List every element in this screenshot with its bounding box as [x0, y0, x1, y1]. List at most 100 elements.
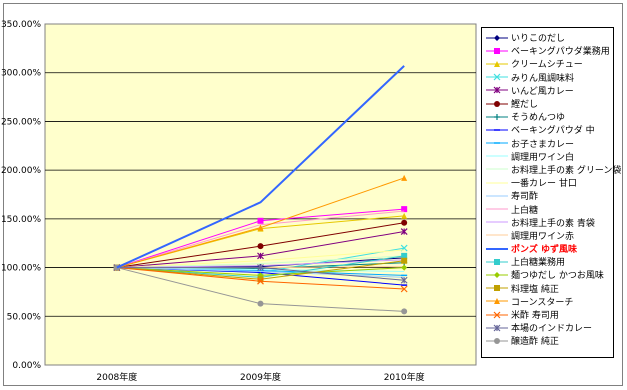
legend-label: 麺つゆだし かつお風味 [511, 271, 604, 282]
legend-label: 米酢 寿司用 [511, 311, 559, 322]
legend-key [486, 285, 508, 292]
data-point [401, 212, 408, 219]
data-point [401, 206, 408, 213]
series-line [116, 65, 405, 269]
y-tick-label: 50.00% [7, 312, 42, 322]
legend-key [486, 155, 508, 157]
legend-item: 醸造酢 純正 [482, 334, 613, 347]
legend-item: 麺つゆだし かつお風味 [482, 268, 613, 281]
legend-item: 本場のインドカレー [482, 321, 613, 334]
series-line [116, 255, 405, 269]
legend-label: お料理上手の素 グリーン袋 [511, 165, 622, 176]
legend-label: 鰹だし [511, 100, 539, 111]
legend-label: ポンズ ゆず風味 [511, 245, 577, 256]
legend-item: 調理用ワイン赤 [482, 229, 613, 242]
legend-key [486, 60, 508, 67]
legend-label: 本場のインドカレー [511, 324, 593, 335]
legend-key-marker [493, 86, 501, 94]
y-tick-label: 0.00% [12, 361, 41, 371]
x-tick-label: 2010年度 [384, 371, 425, 383]
legend-label: ベーキングパウダ業務用 [511, 47, 610, 58]
legend-item: 鰹だし [482, 97, 613, 110]
legend-key [486, 100, 508, 107]
data-point [401, 219, 408, 226]
legend-key [486, 247, 508, 250]
y-tick-label: 350.00% [1, 20, 41, 30]
series-line [116, 249, 405, 269]
data-point [401, 308, 408, 315]
legend-item: お子さまカレー [482, 137, 613, 150]
legend-item: コーンスターチ [482, 295, 613, 308]
data-point [400, 285, 408, 293]
data-point [401, 252, 408, 259]
legend-item: 料理塩 純正 [482, 282, 613, 295]
legend-item: いりこのだし [482, 31, 613, 44]
legend-key-marker [494, 337, 500, 344]
y-tick-label: 150.00% [1, 215, 41, 225]
legend-label: いりこのだし [511, 34, 566, 45]
legend-label: ベーキングパウダ 中 [511, 126, 595, 137]
data-point [257, 243, 264, 250]
legend-item: ポンズ ゆず風味 [482, 242, 613, 255]
legend-key-marker [494, 34, 500, 41]
legend-key [486, 271, 508, 278]
legend-label: 一番カレー 甘口 [511, 179, 577, 190]
legend-key [486, 195, 508, 197]
data-point [400, 228, 408, 235]
legend-item: ベーキングパウダ 中 [482, 123, 613, 136]
legend-key [486, 337, 508, 344]
legend-item: お料理上手の素 グリーン袋 [482, 163, 621, 176]
legend-label: コーンスターチ [511, 297, 574, 308]
legend-key [486, 298, 508, 305]
legend-key [486, 221, 508, 223]
legend-key-marker [494, 47, 500, 54]
x-tick-label: 2009年度 [240, 371, 281, 383]
series-17 [116, 65, 405, 269]
legend-label: クリームシチュー [511, 60, 583, 71]
legend-label: 料理塩 純正 [511, 284, 559, 295]
legend-item: みりん風調味料 [482, 71, 613, 84]
legend-label: お子さまカレー [511, 139, 575, 150]
legend-key [486, 258, 508, 265]
legend-key [486, 182, 508, 184]
data-point [401, 257, 408, 264]
legend-item: 寿司酢 [482, 189, 613, 202]
legend-key-marker [494, 298, 500, 305]
plot-area [44, 23, 477, 366]
series-12 [116, 249, 405, 269]
legend-key-marker [494, 285, 500, 292]
data-point [257, 264, 264, 271]
legend-key [486, 142, 508, 144]
legend-item: 上白糖 [482, 202, 613, 216]
legend-key [486, 129, 508, 131]
data-point [257, 224, 264, 231]
legend-key-marker [493, 311, 501, 318]
legend-item: 上白糖業務用 [482, 255, 613, 268]
legend-key-marker [494, 100, 500, 107]
x-tick-label: 2008年度 [96, 371, 137, 383]
legend-label: 調理用ワイン白 [511, 152, 575, 163]
legend-label: 調理用ワイン赤 [511, 231, 575, 242]
data-point [257, 277, 264, 285]
legend-key [486, 73, 508, 81]
legend-key-marker [494, 60, 500, 67]
data-point [400, 276, 408, 284]
data-point [401, 174, 408, 181]
y-tick-label: 200.00% [1, 166, 41, 176]
data-point [257, 276, 264, 283]
y-tick-label: 300.00% [1, 69, 41, 79]
legend-label: 上白糖 [511, 205, 539, 216]
legend-key [486, 86, 508, 94]
legend-label: みりん風調味料 [511, 73, 575, 84]
legend-item: クリームシチュー [482, 57, 613, 70]
legend-key [486, 34, 508, 41]
legend-key [486, 47, 508, 54]
legend-key-marker [493, 73, 501, 81]
legend: いりこのだし ベーキングパウダ業務用 クリームシチュー みりん風調味料 いんど風カレー鰹… [481, 27, 621, 358]
legend-key-marker [494, 271, 500, 278]
data-point [257, 300, 264, 307]
y-tick-label: 250.00% [1, 117, 41, 127]
series-11 [116, 255, 405, 269]
legend-key-marker [494, 113, 500, 120]
